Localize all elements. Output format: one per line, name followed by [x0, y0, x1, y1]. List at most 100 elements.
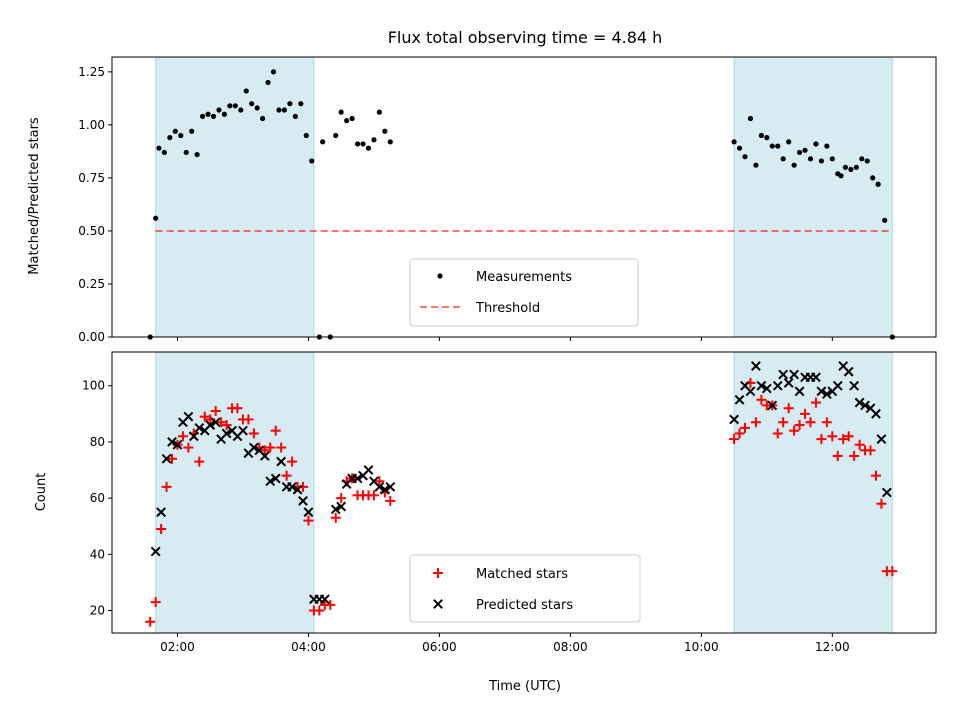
matched-star-point	[887, 566, 898, 577]
measurement-point	[859, 156, 865, 162]
predicted-star-point	[183, 411, 194, 422]
measurement-point	[161, 149, 167, 156]
measurement-point	[221, 111, 228, 117]
measurement-point	[153, 215, 159, 221]
predicted-star-point	[767, 400, 778, 411]
legend-predicted-marker-stroke	[433, 599, 443, 609]
matched-star-point	[865, 445, 876, 456]
predicted-star-point-stroke	[259, 451, 270, 461]
matched-star-point	[177, 431, 188, 442]
matched-star-point	[854, 439, 865, 450]
predicted-star-point-stroke	[330, 504, 341, 515]
measurement-point	[802, 147, 808, 153]
predicted-star-point-stroke	[794, 386, 805, 397]
measurement-point	[848, 166, 854, 173]
predicted-star-point	[745, 386, 756, 397]
measurement-point	[371, 137, 377, 143]
matched-star-point	[325, 599, 336, 610]
matched-star-point	[838, 434, 849, 445]
predicted-star-point	[248, 442, 259, 453]
predicted-star-point	[789, 369, 800, 380]
measurement-point	[731, 139, 737, 145]
matched-star-point	[276, 442, 287, 453]
measurement-point	[349, 115, 355, 122]
predicted-star-point	[156, 507, 167, 518]
top-panel: 0.00 0.25 0.50 0.75 1.00 1.25 Matched/Predict…	[27, 56, 937, 344]
predicted-star-point	[276, 456, 287, 467]
predicted-star-point-stroke	[871, 408, 881, 419]
predicted-star-point	[298, 496, 308, 506]
matched-star-point	[810, 397, 821, 408]
predicted-star-point-stroke	[745, 386, 756, 397]
predicted-star-point-stroke	[167, 437, 177, 447]
measurement-point	[265, 79, 271, 86]
predicted-star-point-stroke	[227, 425, 237, 436]
predicted-star-point	[172, 439, 183, 450]
predicted-star-point	[319, 594, 330, 605]
predicted-star-point-stroke	[156, 507, 167, 518]
measurement-point	[232, 103, 238, 109]
matched-star-point	[303, 515, 314, 526]
predicted-star-point-stroke	[751, 361, 761, 371]
measurement-point	[824, 143, 830, 149]
measurement-point	[870, 175, 876, 181]
bottom-y-tick-label: 60	[90, 491, 105, 505]
matched-star-point	[368, 490, 379, 501]
matched-star-point	[870, 470, 881, 481]
measurement-point	[742, 154, 748, 160]
top-legend: Measurements Threshold	[409, 258, 639, 327]
measurement-point	[736, 145, 743, 151]
predicted-star-point	[379, 484, 390, 495]
measurement-point	[287, 101, 293, 107]
measurement-point	[183, 149, 189, 156]
predicted-star-point-stroke	[756, 380, 767, 391]
predicted-star-point-stroke	[248, 442, 259, 453]
predicted-star-point	[292, 484, 303, 495]
measurement-point	[254, 105, 260, 111]
measurement-point	[276, 107, 282, 113]
x-tick-label: 10:00	[684, 640, 719, 654]
predicted-star-point	[265, 476, 276, 487]
matched-star-point	[374, 476, 385, 487]
matched-star-point	[772, 428, 783, 439]
predicted-star-point-stroke	[183, 411, 194, 422]
matched-star-point	[314, 605, 325, 616]
top-y-tick-label: 1.25	[78, 65, 105, 79]
predicted-star-point-stroke	[843, 366, 854, 377]
bottom-legend-box	[409, 554, 641, 623]
chart-title: Flux total observing time = 4.84 h	[388, 28, 663, 47]
predicted-star-point	[161, 453, 172, 464]
measurement-point	[780, 156, 786, 162]
bottom-legend: Matched stars Predicted stars	[409, 554, 641, 623]
predicted-star-point	[734, 394, 745, 405]
predicted-star-point	[832, 380, 843, 391]
predicted-star-point-stroke	[161, 453, 172, 464]
predicted-star-point-stroke	[374, 481, 385, 492]
top-y-tick-label: 0.25	[78, 277, 105, 291]
predicted-star-point-stroke	[238, 425, 248, 436]
predicted-star-point-stroke	[194, 422, 205, 433]
predicted-star-point	[374, 481, 385, 492]
predicted-star-point	[385, 481, 396, 492]
predicted-star-point	[816, 386, 827, 397]
legend-predicted-marker	[433, 599, 443, 609]
matched-star-point	[832, 450, 843, 461]
measurement-point	[320, 139, 326, 145]
matched-star-point	[805, 417, 816, 428]
x-tick-label: 06:00	[422, 640, 457, 654]
measurement-points	[147, 69, 895, 340]
measurement-point	[807, 156, 814, 162]
predicted-star-point	[270, 473, 281, 484]
predicted-star-point-stroke	[881, 487, 892, 498]
matched-star-point	[167, 453, 178, 464]
predicted-star-point	[188, 431, 199, 442]
predicted-star-point	[210, 417, 221, 428]
matched-star-point	[336, 493, 347, 504]
predicted-star-point-stroke	[767, 400, 778, 411]
top-axes-frame	[111, 56, 937, 338]
bottom-y-axis-label: Count	[34, 473, 49, 512]
matched-star-point	[778, 417, 789, 428]
predicted-star-point	[860, 400, 870, 411]
predicted-star-point	[854, 397, 865, 408]
measurement-point	[875, 181, 881, 187]
